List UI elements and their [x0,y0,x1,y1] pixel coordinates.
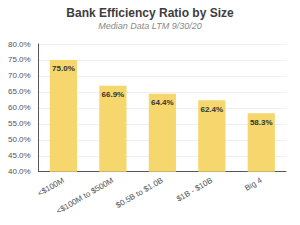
svg-text:60.0%: 60.0% [8,103,31,112]
svg-text:70.0%: 70.0% [8,71,31,80]
svg-text:$0.5B to $1.0B: $0.5B to $1.0B [114,176,164,210]
svg-text:<$100M to $500M: <$100M to $500M [55,176,115,216]
svg-text:75.0%: 75.0% [8,55,31,64]
svg-text:45.0%: 45.0% [8,151,31,160]
svg-text:<$100M: <$100M [36,176,66,198]
svg-text:66.9%: 66.9% [102,90,125,99]
svg-text:50.0%: 50.0% [8,135,31,144]
svg-text:64.4%: 64.4% [151,98,174,107]
svg-text:Big 4: Big 4 [243,176,264,193]
svg-text:Median Data LTM 9/30/20: Median Data LTM 9/30/20 [98,21,201,31]
svg-text:75.0%: 75.0% [52,64,75,73]
svg-text:80.0%: 80.0% [8,40,31,49]
svg-text:55.0%: 55.0% [8,119,31,128]
svg-text:40.0%: 40.0% [8,167,31,176]
svg-text:Bank Efficiency Ratio by Size: Bank Efficiency Ratio by Size [66,6,234,20]
svg-text:$1B - $10B: $1B - $10B [175,176,214,204]
svg-text:65.0%: 65.0% [8,87,31,96]
svg-text:58.3%: 58.3% [250,118,273,127]
svg-text:62.4%: 62.4% [200,105,223,114]
